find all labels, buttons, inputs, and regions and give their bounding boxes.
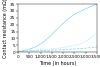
Gold-nickel type A [81, 43, 82, 44]
Gold-nickel type A [67, 46, 68, 47]
Gold-nickel type B [22, 51, 23, 52]
Y-axis label: Contact resistance (mΩ): Contact resistance (mΩ) [3, 0, 8, 58]
Gold-nickel type A [85, 41, 86, 42]
Pure gold [85, 8, 86, 9]
Pure gold [74, 14, 75, 15]
Gold-nickel type B [17, 51, 19, 52]
Gold-nickel type A [90, 38, 91, 39]
Gold-nickel type B [81, 48, 82, 49]
Gold-nickel type B [67, 49, 68, 50]
Line: Pure gold: Pure gold [18, 4, 97, 52]
Gold-nickel type B [40, 50, 41, 51]
Gold-nickel type A [26, 50, 28, 51]
Pure gold [90, 6, 91, 7]
Pure gold [44, 40, 46, 41]
Pure gold [26, 49, 28, 50]
Pure gold [51, 34, 53, 35]
Gold-nickel type B [51, 50, 53, 51]
Gold-nickel type A [44, 49, 46, 50]
Gold-nickel type A [31, 50, 32, 51]
Pure gold [62, 23, 64, 24]
Gold-nickel type A [17, 51, 19, 52]
Line: Gold-nickel type A: Gold-nickel type A [18, 33, 97, 52]
Gold-nickel type A [51, 48, 53, 49]
Pure gold [36, 46, 37, 47]
Gold-nickel type A [58, 48, 59, 49]
Pure gold [67, 19, 68, 20]
Gold-nickel type A [36, 50, 37, 51]
Gold-nickel type B [85, 48, 86, 49]
Gold-nickel type B [31, 50, 32, 51]
Pure gold [58, 27, 59, 28]
Pure gold [22, 50, 23, 51]
Gold-nickel type B [90, 47, 91, 48]
Gold-nickel type B [62, 49, 64, 50]
Gold-nickel type A [74, 45, 75, 46]
Gold-nickel type B [44, 50, 46, 51]
Gold-nickel type B [36, 50, 37, 51]
Gold-nickel type A [22, 51, 23, 52]
Gold-nickel type A [62, 47, 64, 48]
X-axis label: Time (in hours): Time (in hours) [39, 61, 76, 66]
Line: Gold-nickel type B: Gold-nickel type B [18, 47, 97, 52]
Pure gold [17, 51, 19, 52]
Pure gold [31, 48, 32, 49]
Gold-nickel type A [40, 49, 41, 50]
